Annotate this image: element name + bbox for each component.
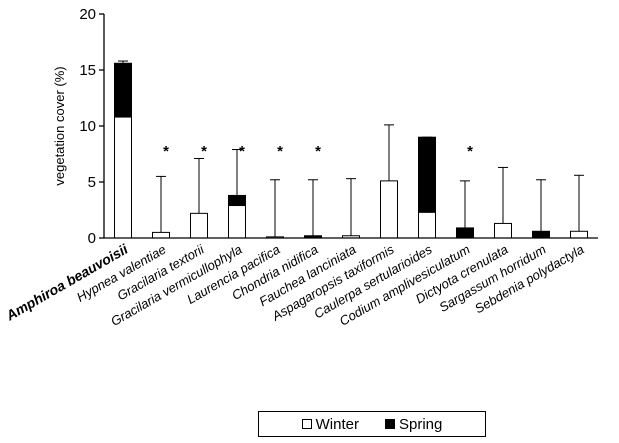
legend-item-winter: Winter <box>301 415 359 433</box>
bar-winter-gracilaria-textorii <box>190 212 208 239</box>
bar-winter-sebdenia-polydactyla <box>570 230 588 239</box>
significance-star-codium-amplivesiculatum: * <box>467 143 473 160</box>
bar-winter-hypnea-valentiae <box>152 231 170 239</box>
significance-star-gracilaria-textorii: * <box>201 143 207 160</box>
legend-swatch-winter <box>301 419 312 429</box>
significance-star-gracilaria-vermicullophyla: * <box>239 143 245 160</box>
legend-swatch-spring <box>384 419 395 429</box>
y-axis-title: vegetation cover (%) <box>52 66 67 185</box>
bar-winter-gracilaria-vermicullophyla <box>228 205 246 239</box>
bar-spring-sargassum-horridum <box>532 230 550 239</box>
bars: * * * * * * <box>114 60 588 239</box>
y-tick-label-10: 10 <box>79 118 96 135</box>
bar-winter-caulerpa-sertularioides <box>418 211 436 239</box>
legend: Winter Spring <box>258 411 486 437</box>
y-tick-label-20: 20 <box>79 6 96 23</box>
significance-star-chondria-nidifica: * <box>315 143 321 160</box>
significance-star-laurencia-pacifica: * <box>277 143 283 160</box>
y-tick-label-15: 15 <box>79 62 96 79</box>
legend-item-spring: Spring <box>384 415 443 433</box>
bar-winter-dictyota-crenulata <box>494 222 512 239</box>
y-axis: 0 5 10 15 20 <box>79 6 105 247</box>
significance-star-hypnea-valentiae: * <box>163 143 169 160</box>
bar-spring-gracilaria-vermicullophyla <box>228 194 246 207</box>
y-tick-label-0: 0 <box>88 230 96 247</box>
bar-winter-amphiroa-beauvoisii <box>114 116 132 239</box>
y-tick-label-5: 5 <box>88 174 96 191</box>
bar-spring-caulerpa-sertularioides <box>418 136 436 213</box>
legend-label-winter: Winter <box>315 415 359 433</box>
bar-spring-amphiroa-beauvoisii <box>114 62 132 118</box>
bar-winter-aspagaropsis-taxiformis <box>380 180 398 239</box>
bar-spring-codium-amplivesiculatum <box>456 227 474 239</box>
bar-spring-chondria-nidifica <box>304 235 322 238</box>
legend-label-spring: Spring <box>398 415 443 433</box>
